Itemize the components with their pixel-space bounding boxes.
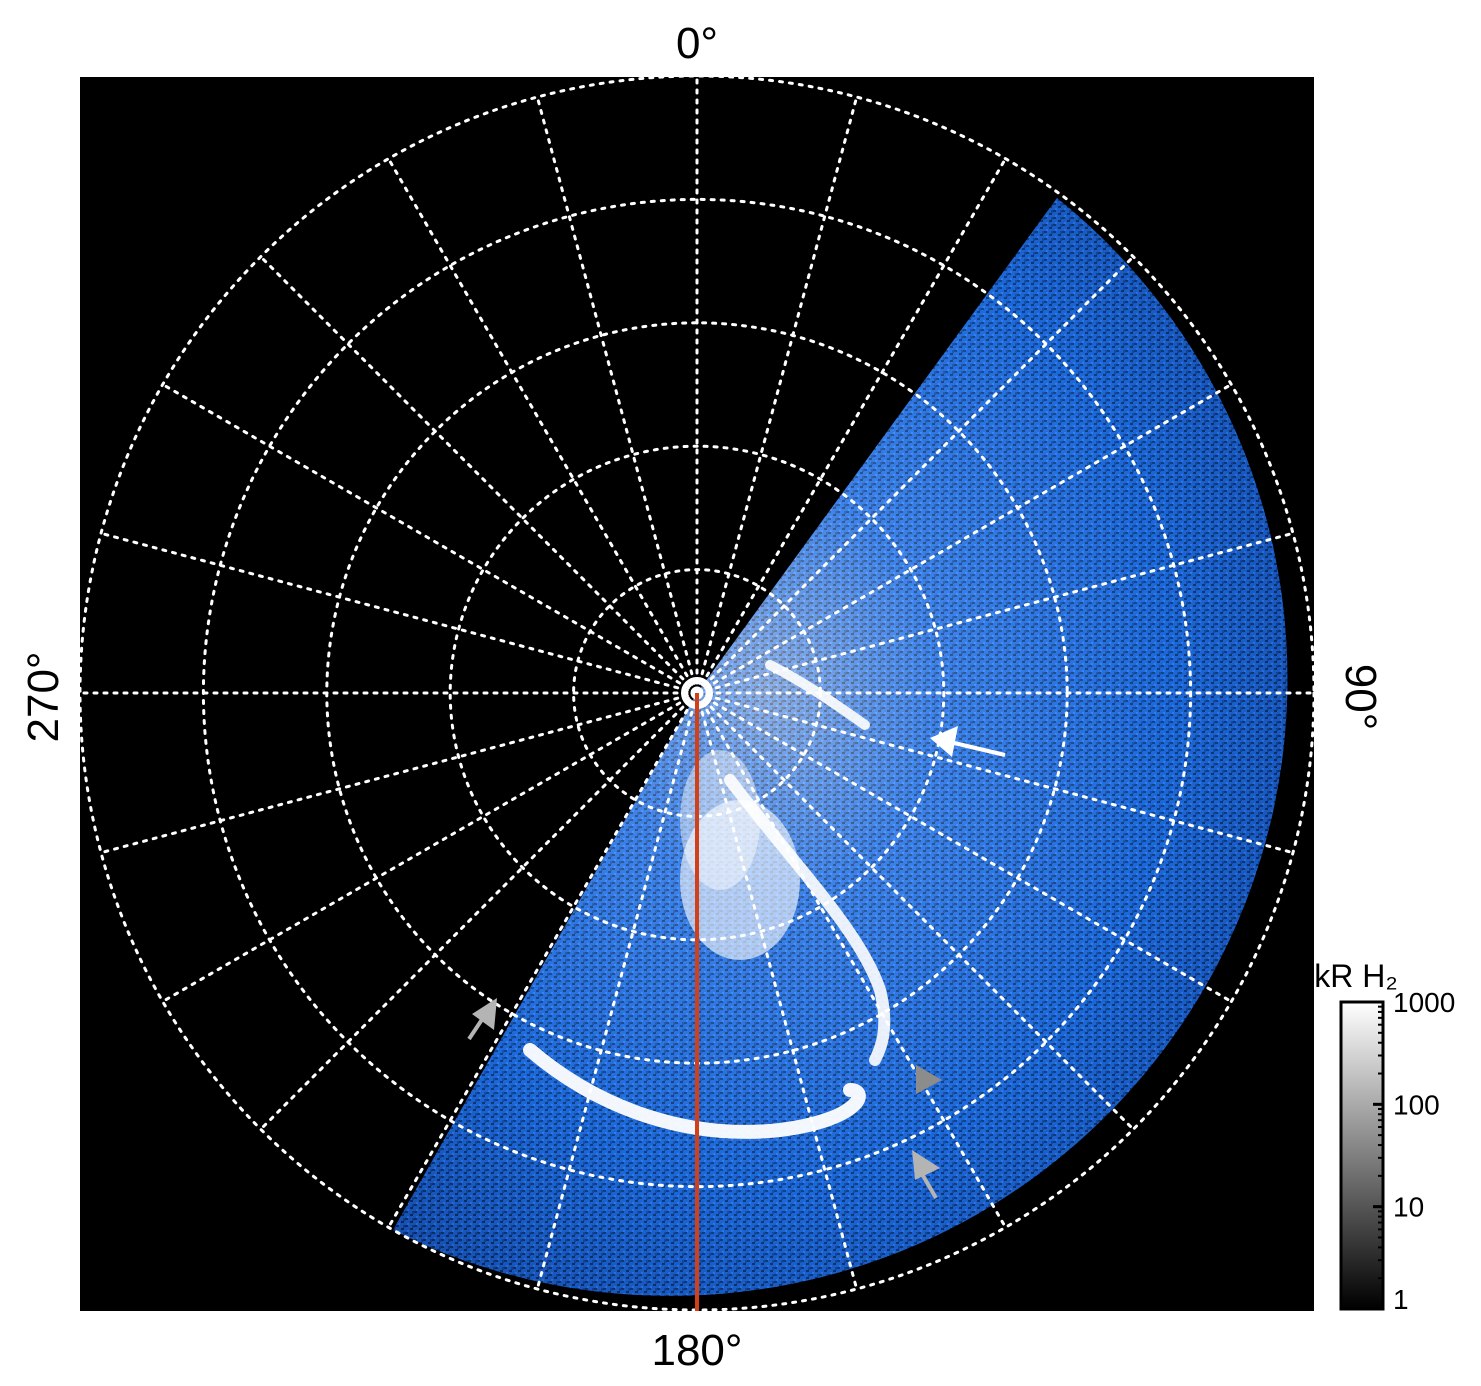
grid-meridian	[695, 255, 1135, 695]
grid-meridian	[387, 157, 699, 695]
gray-arrow-lower-right	[912, 1150, 940, 1200]
grid-meridian	[695, 383, 1233, 695]
colorbar-gradient	[1339, 1000, 1385, 1311]
grid-meridian	[695, 691, 1007, 1229]
grid-meridian	[695, 691, 1135, 1131]
white-arrow	[930, 726, 1006, 757]
label-left: 270°	[19, 651, 68, 742]
gray-arrow-upper-left	[467, 998, 497, 1041]
label-bottom: 180°	[651, 1326, 742, 1375]
grid-meridian	[387, 691, 699, 1229]
grid-meridian	[259, 255, 699, 695]
colorbar-tick-label: 10	[1393, 1192, 1424, 1223]
gray-arrowhead-right	[916, 1065, 942, 1094]
grid-meridian	[161, 383, 699, 695]
colorbar-title: kR H₂	[1314, 958, 1398, 994]
grid-meridian	[535, 95, 699, 695]
grid-ring	[448, 444, 946, 942]
grid-meridian	[99, 531, 699, 695]
grid-meridian	[99, 691, 699, 855]
colorbar-tick-label: 1000	[1393, 987, 1455, 1018]
polar-grid	[80, 77, 1314, 1311]
grid-meridian	[695, 691, 1295, 855]
grid-meridian	[535, 691, 699, 1291]
grid-meridian	[695, 531, 1295, 695]
label-right: 90°	[1336, 664, 1385, 731]
colorbar-tick-label: 1	[1393, 1284, 1409, 1315]
grid-meridian	[695, 691, 1233, 1003]
grid-meridian	[695, 95, 859, 695]
colorbar-ticks: 1 10 100 1000	[1373, 987, 1455, 1315]
grid-meridian	[259, 691, 699, 1131]
colorbar-tick-label: 100	[1393, 1089, 1440, 1120]
grid-meridian	[695, 157, 1007, 695]
grid-meridian	[695, 691, 859, 1291]
grid-meridian	[161, 691, 699, 1003]
label-top: 0°	[676, 19, 718, 68]
colorbar: kR H₂ 1 10 100 1000	[1314, 958, 1455, 1315]
